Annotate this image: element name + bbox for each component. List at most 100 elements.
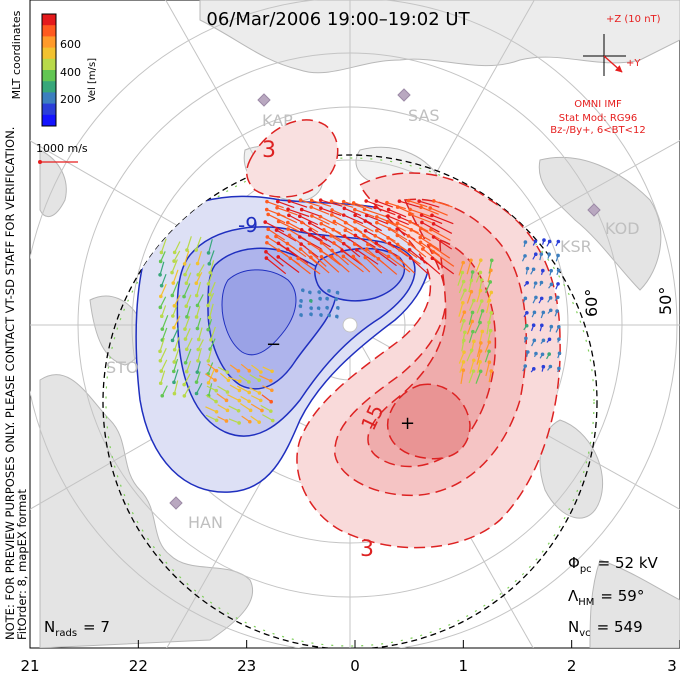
velocity-vector-origin <box>353 213 357 218</box>
velocity-vector-origin <box>363 219 368 223</box>
velocity-vector <box>485 362 490 377</box>
velocity-vector-origin <box>183 361 188 365</box>
velocity-vector <box>195 371 201 383</box>
velocity-vector-origin <box>309 198 314 203</box>
velocity-vector <box>207 292 215 306</box>
velocity-vector <box>297 257 321 275</box>
velocity-vector <box>459 290 466 301</box>
velocity-vector <box>205 406 217 413</box>
velocity-vector-origin <box>478 320 482 325</box>
velocity-vector <box>475 259 482 272</box>
velocity-vector-origin <box>341 199 346 204</box>
velocity-vector <box>355 234 376 248</box>
velocity-vector <box>375 242 398 257</box>
velocity-vector-origin <box>364 199 368 203</box>
velocity-vector-origin <box>308 227 312 232</box>
velocity-vector-origin <box>298 198 303 203</box>
velocity-vector <box>208 383 213 396</box>
velocity-vector-origin <box>208 292 212 297</box>
velocity-vector-origin <box>263 220 268 224</box>
velocity-vector <box>278 213 298 224</box>
velocity-vector <box>387 221 407 232</box>
velocity-vector-origin <box>298 247 303 251</box>
velocity-vector <box>321 256 340 273</box>
velocity-vector-origin <box>276 255 281 259</box>
velocity-vector-origin <box>269 378 273 383</box>
velocity-vector-origin <box>322 228 326 232</box>
velocity-vector <box>160 359 168 372</box>
velocity-vector-origin <box>182 294 186 299</box>
velocity-vector <box>487 330 492 343</box>
velocity-vector-origin <box>480 309 485 313</box>
velocity-vector-origin <box>286 207 290 212</box>
velocity-vector-origin <box>408 256 413 260</box>
velocity-vector-origin <box>342 206 347 211</box>
velocity-vector-origin <box>286 220 290 225</box>
coordinate-system-label: MLT coordinates <box>10 10 23 99</box>
velocity-vector-origin <box>420 256 424 261</box>
velocity-vector <box>195 306 201 318</box>
colorbar-tick-600: 600 <box>60 38 81 51</box>
velocity-vector-origin <box>397 199 402 204</box>
imf-model-line-3: Bz-/By+, 6<BT<12 <box>550 125 645 136</box>
velocity-vector <box>420 227 441 240</box>
velocity-vector-origin <box>463 288 467 293</box>
velocity-vector-origin <box>319 254 324 259</box>
velocity-vector-origin <box>396 255 400 260</box>
velocity-vector-origin <box>184 347 189 352</box>
velocity-vector <box>301 229 323 242</box>
velocity-vector-origin <box>172 259 176 263</box>
velocity-vector-origin <box>397 215 401 219</box>
imf-vector-arrow <box>603 55 623 73</box>
velocity-vector-origin <box>525 310 529 315</box>
velocity-vector-origin <box>318 296 322 301</box>
velocity-vector-origin <box>258 398 263 403</box>
velocity-vector-origin <box>317 290 321 294</box>
velocity-vector <box>217 404 228 411</box>
velocity-vector-origin <box>248 419 252 424</box>
velocity-vector <box>173 380 179 394</box>
velocity-vector-origin <box>386 254 391 259</box>
velocity-vector <box>387 215 409 226</box>
velocity-vector-origin <box>319 248 323 253</box>
velocity-vector-origin <box>353 233 358 238</box>
velocity-vector-origin <box>183 327 187 331</box>
velocity-vector <box>287 228 307 241</box>
velocity-vector-origin <box>184 304 189 309</box>
velocity-vector-origin <box>472 339 476 344</box>
station-label-sas: SAS <box>408 106 440 125</box>
velocity-vector-origin <box>319 206 323 210</box>
velocity-vector-origin <box>309 205 314 209</box>
velocity-vector-origin <box>270 418 275 423</box>
magnetic-pole-marker <box>342 317 358 333</box>
velocity-vector-origin <box>182 382 186 387</box>
velocity-vector <box>309 251 327 267</box>
velocity-vector-origin <box>469 278 474 283</box>
velocity-vector-origin <box>214 409 219 414</box>
velocity-vector-origin <box>487 320 491 325</box>
velocity-vector-origin <box>548 308 553 313</box>
velocity-vector-origin <box>159 250 164 255</box>
velocity-vector-origin <box>329 199 334 204</box>
mlt-tick-label: 23 <box>237 657 256 674</box>
velocity-vector-origin <box>276 248 281 252</box>
velocity-vector-origin <box>418 240 423 245</box>
velocity-vector <box>210 326 216 341</box>
velocity-vector <box>486 322 490 335</box>
velocity-vector-origin <box>342 234 347 238</box>
velocity-vector-origin <box>285 247 290 251</box>
velocity-vector-origin <box>196 358 200 363</box>
velocity-vector-origin <box>299 313 303 317</box>
velocity-vector-origin <box>531 323 536 328</box>
velocity-vector <box>197 264 205 276</box>
velocity-vector-origin <box>388 249 392 254</box>
velocity-vector-origin <box>557 366 561 371</box>
contour-label-3-south: 3 <box>360 537 374 562</box>
velocity-vector-origin <box>276 212 281 217</box>
velocity-vector <box>289 257 311 275</box>
velocity-vector <box>207 363 217 372</box>
velocity-vector-origin <box>225 370 230 374</box>
colorbar-segment <box>42 25 56 37</box>
imf-clock: +Z (10 nT) +Y OMNI IMF Stat Mod: RG96 Bz… <box>550 14 660 136</box>
velocity-vector-origin <box>541 268 545 273</box>
